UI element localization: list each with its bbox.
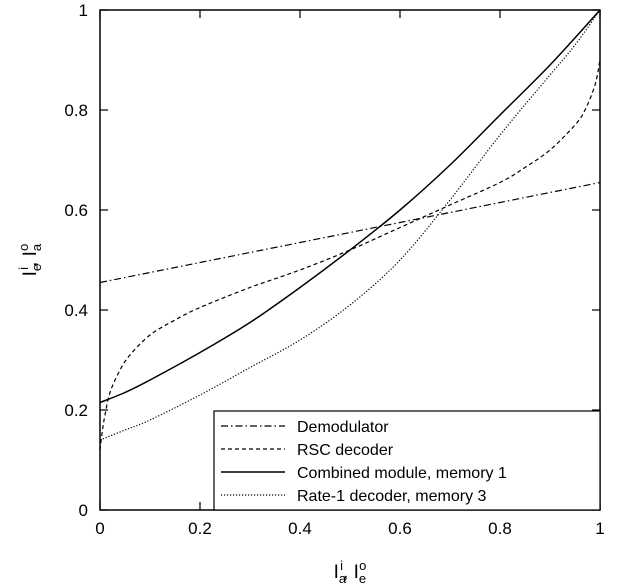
x-tick-label: 1 bbox=[595, 519, 604, 538]
legend-box bbox=[213, 410, 601, 511]
x-tick-label: 0.8 bbox=[488, 519, 512, 538]
x-tick-label: 0.2 bbox=[188, 519, 212, 538]
y-tick-label: 1 bbox=[79, 1, 88, 20]
ticks bbox=[99, 9, 601, 511]
legend-label-0: Demodulator bbox=[297, 419, 389, 436]
y-axis-label: Iei, Iao bbox=[16, 243, 44, 276]
series-lines bbox=[99, 9, 601, 451]
legend-label-3: Rate-1 decoder, memory 3 bbox=[297, 488, 487, 505]
tick-labels: 0 0.2 0.4 0.6 0.8 1 0 0.2 0.4 0.6 0.8 1 bbox=[64, 1, 604, 538]
x-axis-label: Iai, Ieo bbox=[334, 558, 367, 586]
series-line-3 bbox=[99, 9, 601, 441]
legend-label-1: RSC decoder bbox=[297, 442, 394, 459]
legend: Demodulator RSC decoder Combined module, m… bbox=[213, 410, 601, 511]
y-tick-label: 0.4 bbox=[64, 301, 88, 320]
y-tick-label: 0.2 bbox=[64, 401, 88, 420]
legend-items: Demodulator RSC decoder Combined module, m… bbox=[221, 419, 507, 505]
series-line-0 bbox=[99, 181, 601, 284]
series-line-2 bbox=[99, 9, 601, 404]
y-tick-label: 0 bbox=[79, 501, 88, 520]
legend-label-2: Combined module, memory 1 bbox=[297, 465, 507, 482]
x-tick-label: 0.6 bbox=[388, 519, 412, 538]
x-tick-label: 0.4 bbox=[288, 519, 312, 538]
y-tick-label: 0.8 bbox=[64, 101, 88, 120]
y-tick-label: 0.6 bbox=[64, 201, 88, 220]
x-tick-label: 0 bbox=[95, 519, 104, 538]
series-line-1 bbox=[99, 59, 601, 451]
